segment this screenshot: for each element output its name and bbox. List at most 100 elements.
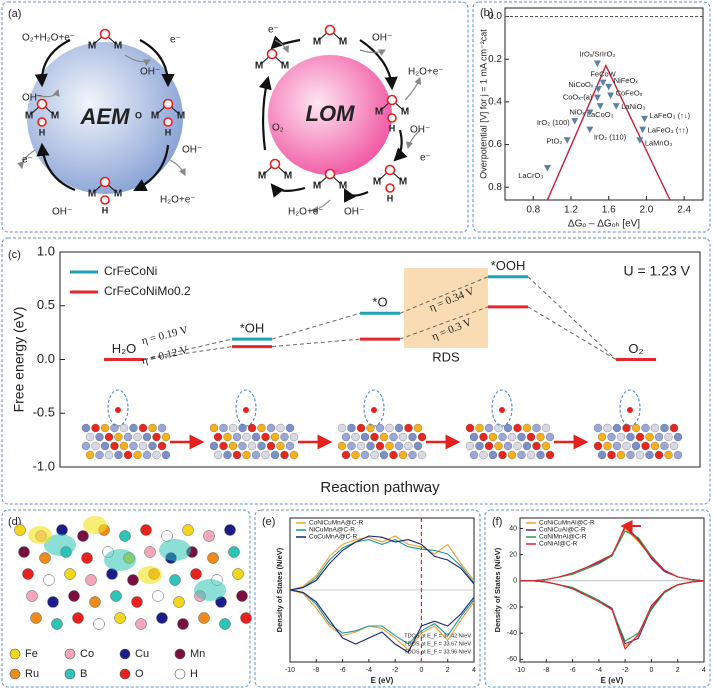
atom <box>91 423 100 433</box>
atom <box>650 441 660 451</box>
charge-cloud <box>194 579 226 601</box>
legend-label: Cu <box>135 648 149 660</box>
species-label: H₂O+e⁻ <box>408 67 444 78</box>
atom <box>223 432 232 442</box>
atom <box>148 423 157 433</box>
step-label: *OOH <box>491 258 526 273</box>
species-label: OH⁻ <box>182 145 202 156</box>
tdos-note: TDOS at E_F = 33.67 N/eV <box>404 641 471 647</box>
atom <box>133 450 142 460</box>
oxygen <box>384 164 396 176</box>
legend-label: CoNiMnAl@C-R <box>539 534 587 541</box>
atom <box>14 524 26 536</box>
side-arrow <box>405 129 421 150</box>
cycle-arrow <box>393 129 408 162</box>
atom <box>257 441 266 451</box>
atom <box>161 450 171 460</box>
atom <box>123 432 133 442</box>
connector <box>143 338 233 360</box>
atom <box>30 612 42 624</box>
atom <box>219 423 228 433</box>
atom <box>398 432 408 442</box>
atom <box>22 568 34 580</box>
atom <box>351 432 360 442</box>
legend-label: Ru <box>25 668 39 680</box>
atom <box>513 441 522 451</box>
atom-m: M <box>373 177 381 188</box>
data-point <box>593 94 601 102</box>
dos-line <box>289 538 475 591</box>
atom <box>351 450 360 460</box>
atom <box>522 423 532 433</box>
panel-label: (e) <box>262 516 275 528</box>
atom <box>413 423 423 433</box>
point-label: NiCoOₓ <box>568 80 594 89</box>
x-tick-label: 2.0 <box>639 205 653 216</box>
atom <box>532 423 541 433</box>
atom <box>18 546 30 558</box>
atom <box>93 618 105 630</box>
legend-label: Mn <box>190 648 205 660</box>
atom <box>626 432 635 442</box>
atom <box>664 450 673 460</box>
atom-m: M <box>51 111 59 122</box>
plot-frame <box>519 517 705 663</box>
x-tick-label: 0.8 <box>526 205 540 216</box>
x-tick-label: -4 <box>596 667 602 674</box>
atom <box>289 450 299 460</box>
data-point <box>594 86 602 93</box>
atom <box>408 432 417 442</box>
point-label: LaNiO₃ <box>621 102 645 111</box>
atom-m: M <box>401 107 409 118</box>
atom <box>138 441 148 451</box>
point-label: IrOₓ/SrIrO₃ <box>579 49 615 58</box>
x-tick-label: -10 <box>515 667 525 674</box>
atom <box>545 450 555 460</box>
frame-a <box>1 1 469 233</box>
atom <box>507 450 517 460</box>
x-tick-label: -6 <box>569 667 575 674</box>
charge-cloud <box>159 539 191 561</box>
y-tick-label: 1.0 <box>37 243 55 258</box>
legend-label: Fe <box>25 648 38 660</box>
atom <box>417 450 427 460</box>
atom <box>119 530 131 542</box>
species-label: e⁻ <box>170 35 181 46</box>
species-label: OH⁻ <box>140 67 160 78</box>
atom <box>238 441 247 451</box>
atom <box>110 441 119 451</box>
atom <box>607 450 616 460</box>
x-axis-label: ΔGₒ – ΔGₒₕ [eV] <box>568 219 640 230</box>
atom <box>182 524 194 536</box>
site-marker <box>363 389 385 427</box>
atom <box>507 432 517 442</box>
atom <box>140 524 152 536</box>
eta-label: η = 0.12 V <box>140 344 189 367</box>
atom <box>394 441 404 451</box>
atom <box>104 450 114 460</box>
atom <box>673 450 683 460</box>
atom <box>616 450 626 460</box>
atom <box>475 441 484 451</box>
atom <box>242 432 251 442</box>
oxygen <box>324 24 336 36</box>
atom <box>119 423 129 433</box>
point-label: LaMnO₃ <box>645 138 673 147</box>
atom <box>64 568 76 580</box>
atom <box>494 423 503 433</box>
x-tick-label: 4 <box>472 667 476 674</box>
point-label: NiOₓ <box>569 108 585 117</box>
atom <box>110 423 119 433</box>
atom <box>597 432 607 442</box>
atom <box>347 441 356 451</box>
rds-band <box>404 268 488 348</box>
legend-label: CoNiCuMnA@C-R <box>309 520 364 527</box>
atom <box>72 612 84 624</box>
atom <box>475 423 484 433</box>
atom-h: H <box>389 123 396 133</box>
atom <box>224 524 236 536</box>
data-point <box>641 115 649 123</box>
atom <box>119 441 129 451</box>
data-point <box>639 126 647 134</box>
